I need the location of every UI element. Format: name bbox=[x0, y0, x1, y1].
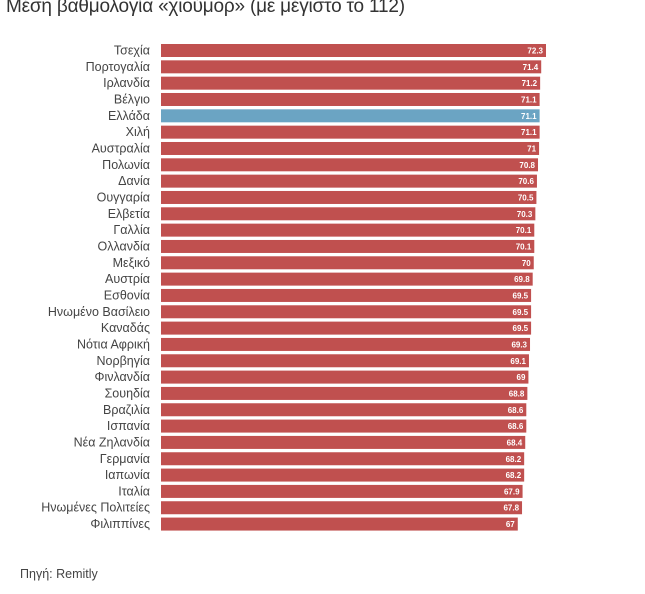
value-label: 71.4 bbox=[523, 63, 539, 72]
category-label: Δανία bbox=[118, 174, 150, 188]
value-label: 72.3 bbox=[527, 47, 543, 56]
category-label: Φινλανδία bbox=[95, 370, 151, 384]
category-label: Μεξικό bbox=[113, 256, 150, 270]
value-label: 68.6 bbox=[508, 422, 524, 431]
value-label: 71 bbox=[527, 144, 536, 153]
bar bbox=[161, 44, 546, 57]
bar bbox=[161, 321, 532, 335]
category-label: Ηνωμένες Πολιτείες bbox=[41, 501, 150, 515]
bar bbox=[161, 435, 526, 449]
value-label: 70.1 bbox=[516, 242, 532, 251]
value-label: 67 bbox=[506, 520, 515, 529]
bar bbox=[161, 141, 540, 155]
category-label: Ιταλία bbox=[118, 484, 150, 498]
value-label: 67.9 bbox=[504, 487, 520, 496]
bar bbox=[161, 370, 529, 384]
category-label: Νέα Ζηλανδία bbox=[74, 435, 150, 449]
bar bbox=[161, 484, 523, 498]
value-label: 70 bbox=[522, 259, 531, 268]
value-label: 70.1 bbox=[516, 226, 532, 235]
category-label: Εσθονία bbox=[104, 288, 150, 302]
value-label: 70.3 bbox=[517, 210, 533, 219]
category-label: Ελβετία bbox=[108, 207, 150, 221]
value-label: 67.8 bbox=[503, 504, 519, 513]
bar bbox=[161, 403, 527, 417]
category-label: Βέλγιο bbox=[114, 92, 150, 106]
bar bbox=[161, 60, 542, 74]
value-label: 70.8 bbox=[519, 161, 535, 170]
bar bbox=[161, 354, 529, 368]
bar bbox=[161, 452, 525, 466]
value-label: 69.5 bbox=[513, 324, 529, 333]
category-label: Βραζιλία bbox=[103, 403, 150, 417]
value-label: 71.1 bbox=[521, 95, 537, 104]
chart-title: Μέση βαθμολογία «χιούμορ» (με μέγιστο το… bbox=[6, 0, 405, 17]
value-label: 71.1 bbox=[521, 128, 537, 137]
category-label: Πορτογαλία bbox=[86, 60, 150, 74]
value-label: 69.5 bbox=[513, 291, 529, 300]
value-label: 69.5 bbox=[513, 308, 529, 317]
category-label: Ιρλανδία bbox=[103, 76, 150, 90]
value-label: 69.8 bbox=[514, 275, 530, 284]
bar bbox=[161, 419, 527, 433]
value-label: 68.2 bbox=[506, 471, 522, 480]
bar bbox=[161, 174, 537, 188]
value-label: 71.1 bbox=[521, 112, 537, 121]
value-label: 69 bbox=[517, 373, 526, 382]
bar bbox=[161, 125, 540, 139]
bar bbox=[161, 76, 541, 90]
category-label: Ελλάδα bbox=[108, 109, 150, 123]
category-label: Αυστραλία bbox=[92, 141, 150, 155]
bar-highlight bbox=[161, 109, 540, 123]
bar bbox=[161, 158, 539, 172]
category-label: Ιαπωνία bbox=[105, 468, 150, 482]
category-label: Τσεχία bbox=[114, 44, 150, 58]
category-label: Γαλλία bbox=[113, 223, 150, 237]
bar bbox=[161, 223, 535, 237]
category-label: Ηνωμένο Βασίλειο bbox=[48, 305, 150, 319]
bar bbox=[161, 239, 535, 253]
category-label: Σουηδία bbox=[105, 386, 150, 400]
bar bbox=[161, 468, 525, 482]
category-label: Ουγγαρία bbox=[97, 190, 150, 204]
bar bbox=[161, 517, 518, 531]
category-label: Ισπανία bbox=[107, 419, 150, 433]
source-note: Πηγή: Remitly bbox=[20, 567, 98, 581]
category-label: Νότια Αφρική bbox=[77, 337, 150, 351]
category-label: Ολλανδία bbox=[98, 239, 150, 253]
value-label: 69.1 bbox=[510, 357, 526, 366]
value-label: 68.4 bbox=[507, 438, 523, 447]
category-label: Καναδάς bbox=[101, 321, 150, 335]
value-label: 69.3 bbox=[511, 340, 527, 349]
value-label: 71.2 bbox=[522, 79, 538, 88]
bar bbox=[161, 272, 533, 286]
value-label: 70.5 bbox=[518, 193, 534, 202]
category-label: Χιλή bbox=[126, 125, 150, 139]
value-label: 68.6 bbox=[508, 406, 524, 415]
bar bbox=[161, 305, 532, 319]
bar bbox=[161, 501, 523, 515]
value-label: 68.8 bbox=[509, 389, 525, 398]
bar bbox=[161, 386, 528, 400]
category-label: Φιλιππίνες bbox=[90, 517, 150, 531]
bar bbox=[161, 288, 532, 302]
bar bbox=[161, 256, 534, 270]
value-label: 68.2 bbox=[506, 455, 522, 464]
bar bbox=[161, 337, 531, 351]
bar bbox=[161, 92, 540, 106]
value-label: 70.6 bbox=[518, 177, 534, 186]
bar bbox=[161, 190, 537, 204]
category-label: Νορβηγία bbox=[97, 354, 151, 368]
category-label: Αυστρία bbox=[105, 272, 150, 286]
bar bbox=[161, 207, 536, 221]
category-label: Γερμανία bbox=[100, 452, 150, 466]
category-label: Πολωνία bbox=[102, 158, 150, 172]
